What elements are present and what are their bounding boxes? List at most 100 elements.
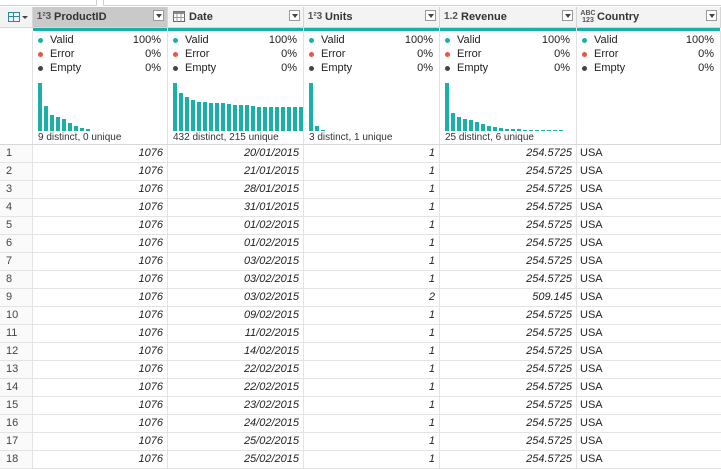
cell-country[interactable]: USA	[580, 255, 603, 267]
table-row[interactable]: 6 1076 01/02/2015 1 254.5725 USA	[0, 235, 721, 253]
cell-country[interactable]: USA	[580, 201, 603, 213]
cell-country[interactable]: USA	[580, 165, 603, 177]
filter-dropdown-button[interactable]	[153, 10, 164, 21]
cell-revenue[interactable]: 254.5725	[440, 253, 577, 270]
cell-productid[interactable]: 1076	[33, 433, 168, 450]
cell-revenue[interactable]: 254.5725	[440, 271, 577, 288]
cell-units[interactable]: 1	[304, 271, 440, 288]
cell-units[interactable]: 1	[304, 253, 440, 270]
cell-date[interactable]: 01/02/2015	[168, 235, 304, 252]
cell-date[interactable]: 03/02/2015	[168, 289, 304, 306]
cell-country[interactable]: USA	[580, 309, 603, 321]
cell-revenue[interactable]: 254.5725	[440, 199, 577, 216]
cell-units[interactable]: 1	[304, 307, 440, 324]
cell-productid[interactable]: 1076	[33, 289, 168, 306]
cell-productid[interactable]: 1076	[33, 415, 168, 432]
cell-country[interactable]: USA	[580, 345, 603, 357]
cell-units[interactable]: 1	[304, 145, 440, 162]
cell-productid[interactable]: 1076	[33, 343, 168, 360]
cell-country[interactable]: USA	[580, 453, 603, 465]
cell-productid[interactable]: 1076	[33, 253, 168, 270]
table-row[interactable]: 3 1076 28/01/2015 1 254.5725 USA	[0, 181, 721, 199]
cell-productid[interactable]: 1076	[33, 361, 168, 378]
cell-country[interactable]: USA	[580, 219, 603, 231]
column-header-productid[interactable]: 1²3 ProductID	[33, 7, 168, 28]
filter-dropdown-button[interactable]	[706, 10, 717, 21]
cell-revenue[interactable]: 254.5725	[440, 181, 577, 198]
data-type-icon[interactable]: 1²3	[307, 11, 323, 22]
cell-revenue[interactable]: 254.5725	[440, 379, 577, 396]
cell-date[interactable]: 23/02/2015	[168, 397, 304, 414]
cell-units[interactable]: 1	[304, 235, 440, 252]
cell-units[interactable]: 1	[304, 451, 440, 468]
table-row[interactable]: 16 1076 24/02/2015 1 254.5725 USA	[0, 415, 721, 433]
filter-dropdown-button[interactable]	[425, 10, 436, 21]
cell-productid[interactable]: 1076	[33, 217, 168, 234]
cell-revenue[interactable]: 254.5725	[440, 451, 577, 468]
cell-units[interactable]: 1	[304, 217, 440, 234]
cell-productid[interactable]: 1076	[33, 325, 168, 342]
cell-productid[interactable]: 1076	[33, 397, 168, 414]
cell-date[interactable]: 22/02/2015	[168, 379, 304, 396]
calendar-icon[interactable]	[171, 10, 187, 24]
cell-revenue[interactable]: 254.5725	[440, 307, 577, 324]
cell-country[interactable]: USA	[580, 327, 603, 339]
column-header-revenue[interactable]: 1.2 Revenue	[440, 7, 577, 28]
cell-productid[interactable]: 1076	[33, 451, 168, 468]
table-row[interactable]: 5 1076 01/02/2015 1 254.5725 USA	[0, 217, 721, 235]
table-row[interactable]: 13 1076 22/02/2015 1 254.5725 USA	[0, 361, 721, 379]
cell-productid[interactable]: 1076	[33, 199, 168, 216]
cell-revenue[interactable]: 254.5725	[440, 163, 577, 180]
data-type-icon[interactable]: ABC 123	[580, 10, 596, 24]
cell-units[interactable]: 1	[304, 199, 440, 216]
cell-units[interactable]: 1	[304, 361, 440, 378]
cell-productid[interactable]: 1076	[33, 271, 168, 288]
cell-date[interactable]: 14/02/2015	[168, 343, 304, 360]
cell-units[interactable]: 1	[304, 397, 440, 414]
cell-units[interactable]: 1	[304, 181, 440, 198]
cell-units[interactable]: 1	[304, 343, 440, 360]
cell-productid[interactable]: 1076	[33, 181, 168, 198]
cell-revenue[interactable]: 254.5725	[440, 433, 577, 450]
cell-date[interactable]: 11/02/2015	[168, 325, 304, 342]
cell-revenue[interactable]: 254.5725	[440, 145, 577, 162]
table-row[interactable]: 14 1076 22/02/2015 1 254.5725 USA	[0, 379, 721, 397]
cell-date[interactable]: 21/01/2015	[168, 163, 304, 180]
cell-units[interactable]: 2	[304, 289, 440, 306]
cell-date[interactable]: 31/01/2015	[168, 199, 304, 216]
cell-country[interactable]: USA	[580, 237, 603, 249]
cell-country[interactable]: USA	[580, 291, 603, 303]
cell-revenue[interactable]: 509.145	[440, 289, 577, 306]
table-row[interactable]: 1 1076 20/01/2015 1 254.5725 USA	[0, 145, 721, 163]
cell-units[interactable]: 1	[304, 433, 440, 450]
table-row[interactable]: 9 1076 03/02/2015 2 509.145 USA	[0, 289, 721, 307]
cell-country[interactable]: USA	[580, 147, 603, 159]
data-type-icon[interactable]: 1.2	[444, 11, 458, 22]
filter-dropdown-button[interactable]	[562, 10, 573, 21]
cell-date[interactable]: 28/01/2015	[168, 181, 304, 198]
table-row[interactable]: 18 1076 25/02/2015 1 254.5725 USA	[0, 451, 721, 469]
cell-date[interactable]: 22/02/2015	[168, 361, 304, 378]
cell-revenue[interactable]: 254.5725	[440, 235, 577, 252]
table-row[interactable]: 17 1076 25/02/2015 1 254.5725 USA	[0, 433, 721, 451]
column-header-date[interactable]: Date	[168, 7, 304, 28]
table-row[interactable]: 7 1076 03/02/2015 1 254.5725 USA	[0, 253, 721, 271]
table-menu-button[interactable]	[0, 7, 33, 28]
cell-productid[interactable]: 1076	[33, 163, 168, 180]
cell-country[interactable]: USA	[580, 363, 603, 375]
cell-productid[interactable]: 1076	[33, 235, 168, 252]
cell-country[interactable]: USA	[580, 381, 603, 393]
cell-date[interactable]: 09/02/2015	[168, 307, 304, 324]
table-row[interactable]: 4 1076 31/01/2015 1 254.5725 USA	[0, 199, 721, 217]
cell-country[interactable]: USA	[580, 399, 603, 411]
cell-date[interactable]: 20/01/2015	[168, 145, 304, 162]
cell-productid[interactable]: 1076	[33, 379, 168, 396]
cell-units[interactable]: 1	[304, 379, 440, 396]
cell-country[interactable]: USA	[580, 183, 603, 195]
cell-revenue[interactable]: 254.5725	[440, 217, 577, 234]
table-row[interactable]: 8 1076 03/02/2015 1 254.5725 USA	[0, 271, 721, 289]
cell-revenue[interactable]: 254.5725	[440, 361, 577, 378]
cell-date[interactable]: 03/02/2015	[168, 253, 304, 270]
column-header-units[interactable]: 1²3 Units	[304, 7, 440, 28]
cell-revenue[interactable]: 254.5725	[440, 415, 577, 432]
